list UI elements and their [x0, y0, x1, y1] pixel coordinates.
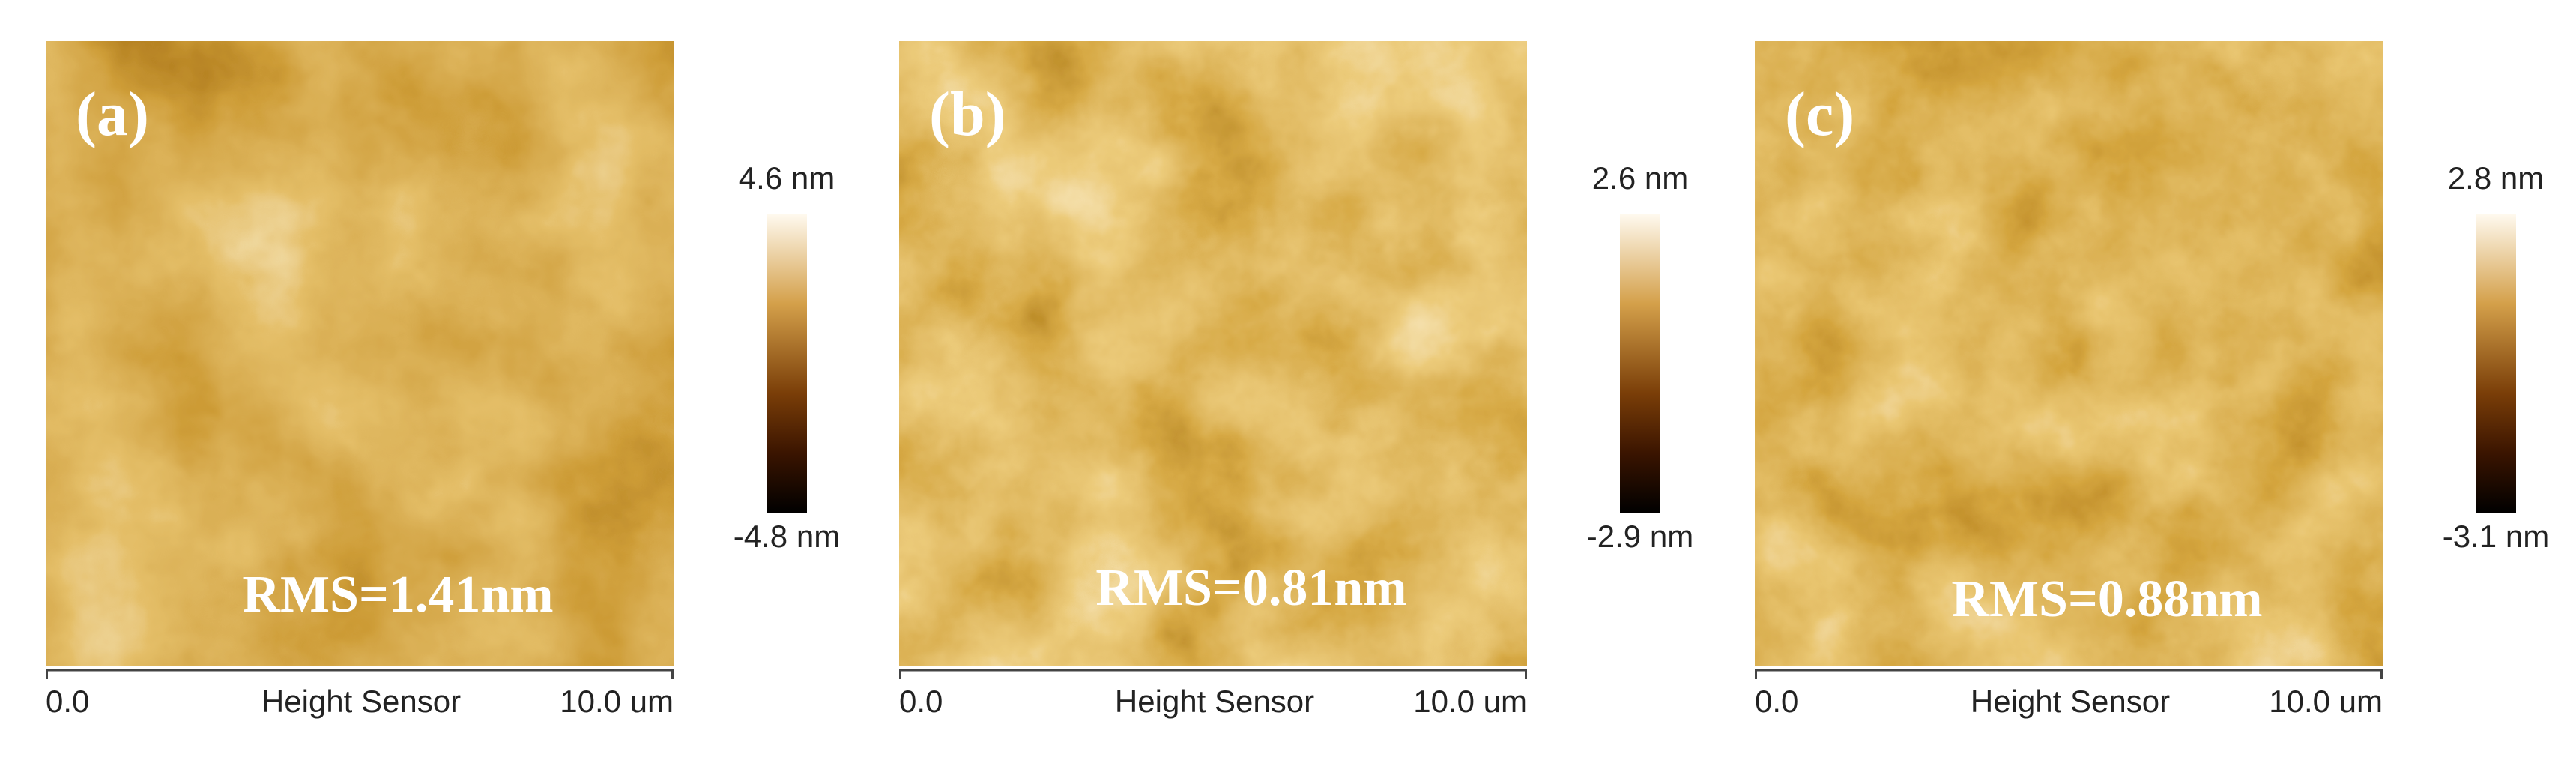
- x-start: 0.0: [899, 684, 943, 719]
- scale-max: 2.6 nm: [1592, 160, 1688, 196]
- x-title: Height Sensor: [261, 684, 461, 719]
- height-map: [899, 41, 1527, 666]
- panel: (b) RMS=0.81nm 2.6 nm -2.9 nm 0.0 Height Sens…: [899, 41, 1693, 719]
- rms-value: RMS=0.88nm: [1951, 570, 2262, 628]
- scale-min: -3.1 nm: [2443, 519, 2549, 554]
- scale-min: -2.9 nm: [1587, 519, 1693, 554]
- height-map: [1755, 41, 2383, 666]
- rms-value: RMS=0.81nm: [1095, 559, 1406, 617]
- x-start: 0.0: [1755, 684, 1798, 719]
- panel-label: (b): [929, 79, 1006, 149]
- x-title: Height Sensor: [1971, 684, 2170, 719]
- x-start: 0.0: [46, 684, 89, 719]
- panel-label: (c): [1785, 79, 1854, 149]
- scale-max: 2.8 nm: [2448, 160, 2544, 196]
- color-scale: [767, 214, 807, 513]
- color-scale: [2476, 214, 2516, 513]
- x-end: 10.0 um: [1413, 684, 1527, 719]
- x-end: 10.0 um: [2269, 684, 2383, 719]
- x-title: Height Sensor: [1115, 684, 1314, 719]
- x-end: 10.0 um: [560, 684, 674, 719]
- panel: (c) RMS=0.88nm 2.8 nm -3.1 nm 0.0 Height Sens…: [1755, 41, 2549, 719]
- panel: (a) RMS=1.41nm 4.6 nm -4.8 nm 0.0 Height Sens…: [46, 41, 840, 719]
- height-map: [46, 41, 674, 666]
- scale-max: 4.6 nm: [739, 160, 835, 196]
- rms-value: RMS=1.41nm: [242, 566, 553, 624]
- scale-min: -4.8 nm: [734, 519, 840, 554]
- color-scale: [1620, 214, 1660, 513]
- panel-label: (a): [76, 79, 149, 149]
